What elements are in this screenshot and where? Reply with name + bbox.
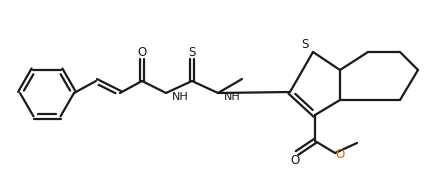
Text: S: S xyxy=(301,38,309,51)
Text: NH: NH xyxy=(224,92,241,102)
Text: O: O xyxy=(290,155,300,167)
Text: O: O xyxy=(335,149,345,162)
Text: NH: NH xyxy=(172,92,189,102)
Text: S: S xyxy=(188,46,196,58)
Text: O: O xyxy=(137,46,147,58)
